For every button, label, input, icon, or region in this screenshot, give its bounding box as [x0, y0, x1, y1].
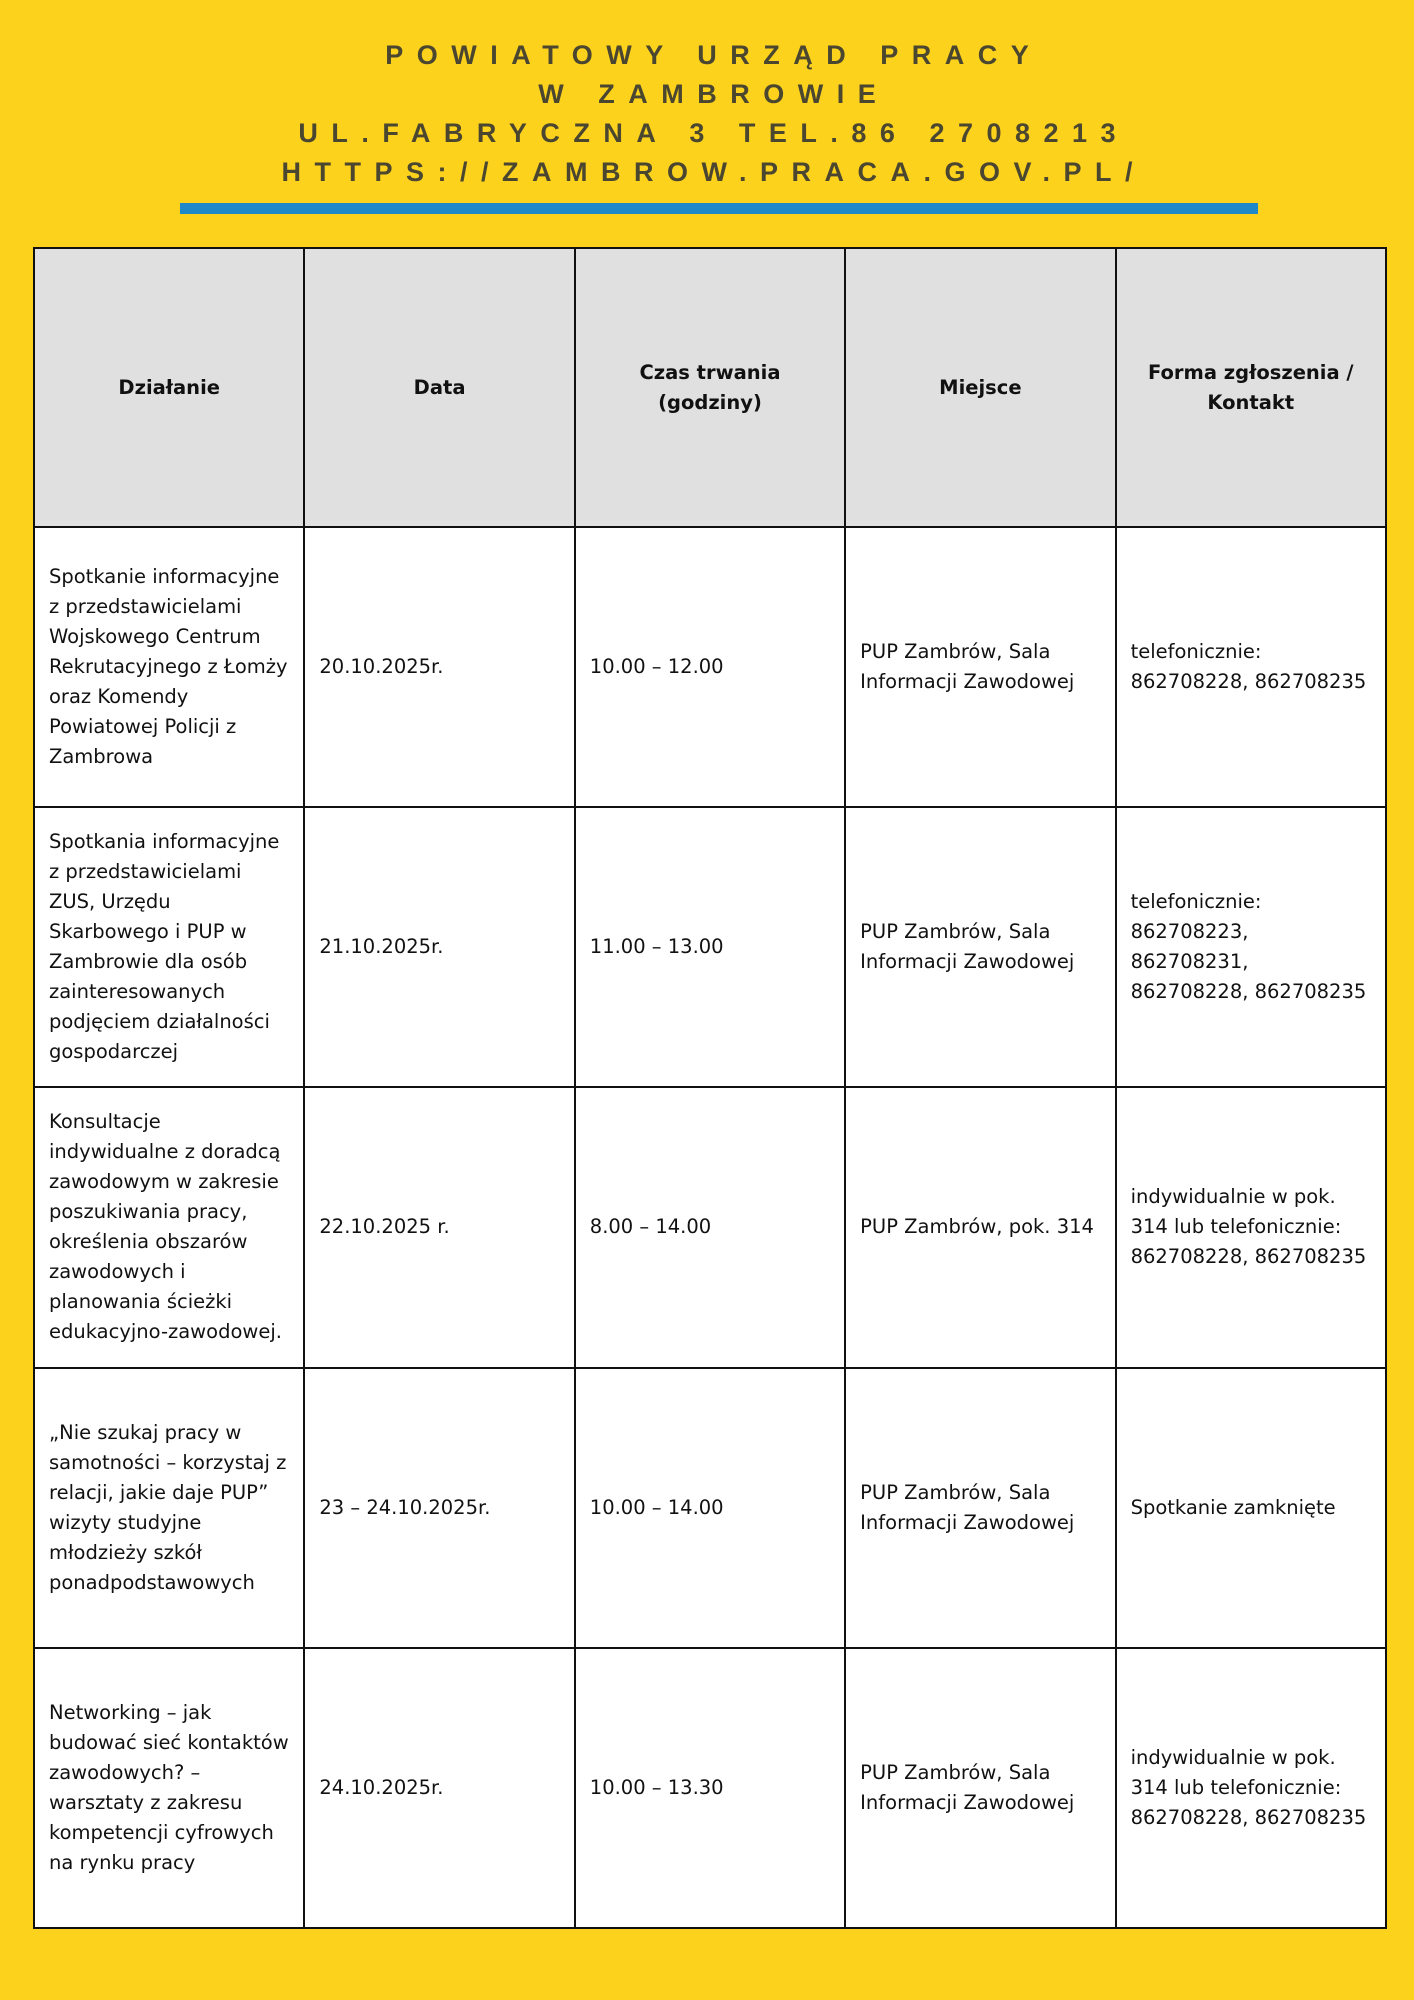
column-header-place: Miejsce [844, 247, 1117, 528]
column-header-date: Data [303, 247, 576, 528]
cell-duration: 8.00 – 14.00 [573, 1086, 847, 1369]
cell-date: 21.10.2025r. [303, 806, 576, 1089]
cell-contact: indywidualnie w pok. 314 lub telefoniczn… [1114, 1646, 1388, 1930]
cell-date: 22.10.2025 r. [303, 1086, 576, 1369]
header-line-url[interactable]: HTTPS://ZAMBROW.PRACA.GOV.PL/ [281, 157, 1146, 187]
cell-place: PUP Zambrów, pok. 314 [844, 1086, 1117, 1369]
column-header-contact: Forma zgłoszenia / Kontakt [1114, 247, 1388, 528]
column-header-duration: Czas trwania (godziny) [573, 247, 847, 528]
cell-date: 20.10.2025r. [303, 525, 576, 809]
cell-duration: 10.00 – 12.00 [573, 525, 847, 809]
cell-date: 24.10.2025r. [303, 1646, 576, 1930]
cell-duration: 11.00 – 13.00 [573, 806, 847, 1089]
cell-action: „Nie szukaj pracy w samotności – korzyst… [32, 1366, 306, 1649]
table-row: Konsultacje indywidualne z doradcą zawod… [32, 1086, 1388, 1369]
cell-place: PUP Zambrów, Sala Informacji Zawodowej [844, 525, 1117, 809]
table-header-row: Działanie Data Czas trwania (godziny) Mi… [32, 247, 1388, 528]
cell-contact: telefonicznie: 862708223, 862708231, 862… [1114, 806, 1388, 1089]
cell-contact: telefonicznie: 862708228, 862708235 [1114, 525, 1388, 809]
table-row: Spotkania informacyjne z przedstawiciela… [32, 806, 1388, 1089]
office-header: POWIATOWY URZĄD PRACY W ZAMBROWIE UL.FAB… [0, 36, 1414, 192]
cell-action: Spotkanie informacyjne z przedstawiciela… [32, 525, 306, 809]
cell-action: Konsultacje indywidualne z doradcą zawod… [32, 1086, 306, 1369]
cell-action: Spotkania informacyjne z przedstawiciela… [32, 806, 306, 1089]
table-row: Spotkanie informacyjne z przedstawiciela… [32, 525, 1388, 809]
header-line-address: UL.FABRYCZNA 3 TEL.86 2708213 [298, 118, 1130, 148]
cell-place: PUP Zambrów, Sala Informacji Zawodowej [844, 1646, 1117, 1930]
cell-action: Networking – jak budować sieć kontaktów … [32, 1646, 306, 1930]
cell-contact: indywidualnie w pok. 314 lub telefoniczn… [1114, 1086, 1388, 1369]
table-row: „Nie szukaj pracy w samotności – korzyst… [32, 1366, 1388, 1649]
events-table: Działanie Data Czas trwania (godziny) Mi… [32, 247, 1388, 1930]
cell-duration: 10.00 – 14.00 [573, 1366, 847, 1649]
column-header-action: Działanie [32, 247, 306, 528]
cell-contact: Spotkanie zamknięte [1114, 1366, 1388, 1649]
cell-place: PUP Zambrów, Sala Informacji Zawodowej [844, 806, 1117, 1089]
cell-date: 23 – 24.10.2025r. [303, 1366, 576, 1649]
header-line-name: POWIATOWY URZĄD PRACY [385, 40, 1043, 70]
cell-place: PUP Zambrów, Sala Informacji Zawodowej [844, 1366, 1117, 1649]
cell-duration: 10.00 – 13.30 [573, 1646, 847, 1930]
header-line-city: W ZAMBROWIE [538, 79, 890, 109]
accent-divider [180, 203, 1258, 214]
table-row: Networking – jak budować sieć kontaktów … [32, 1646, 1388, 1930]
